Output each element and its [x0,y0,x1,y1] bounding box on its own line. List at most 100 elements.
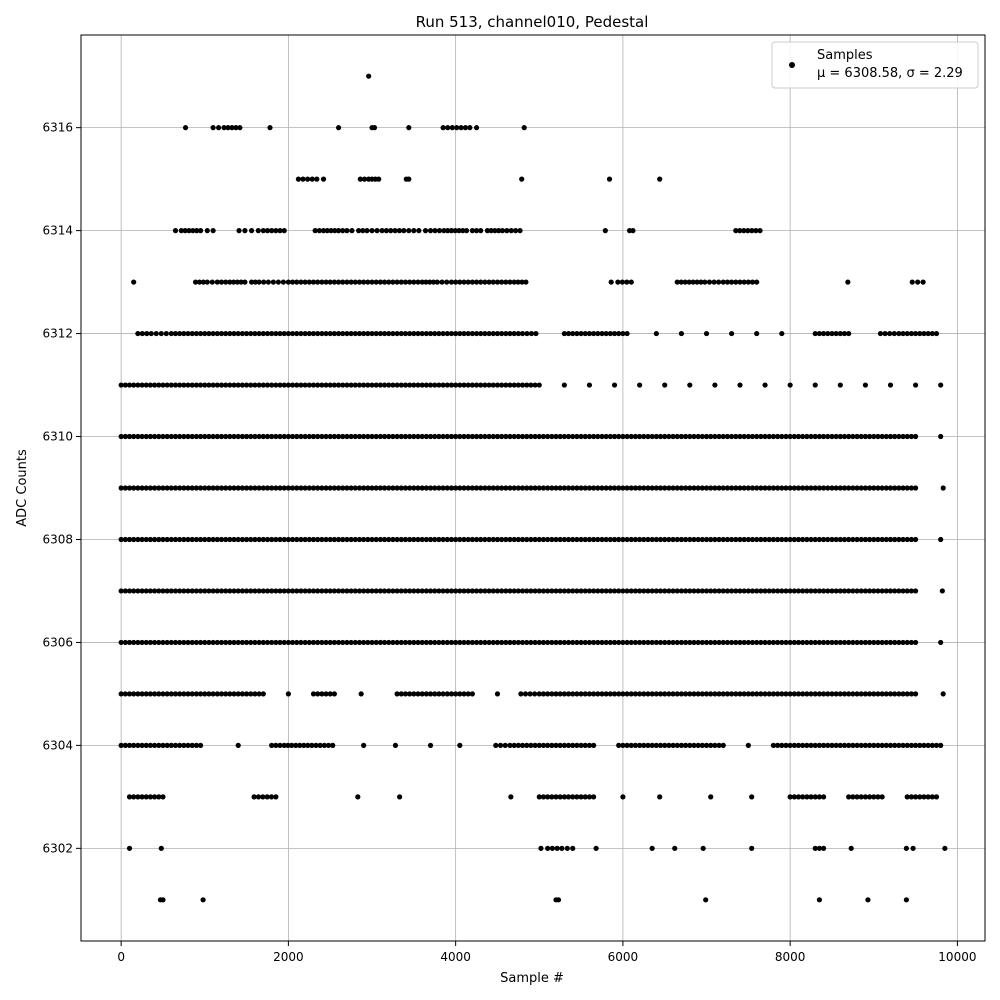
data-point [879,639,885,646]
data-point [561,382,567,388]
data-point [379,228,385,234]
data-point [595,536,601,543]
data-point [177,433,183,440]
data-point [674,485,680,491]
data-point [691,536,697,543]
data-point [812,691,818,697]
data-point [453,433,459,440]
data-point [352,639,358,646]
data-point [699,485,705,491]
data-point [574,485,580,491]
data-point [369,485,375,491]
data-point [335,536,342,543]
data-point [482,330,488,337]
data-point [900,485,906,491]
data-point [879,536,885,543]
data-point [574,536,580,543]
data-point [281,639,287,646]
data-point [804,691,810,697]
data-point [904,794,910,800]
data-point [264,794,270,800]
data-point [248,691,254,697]
data-point [779,639,785,646]
data-point [850,691,856,697]
data-point [628,485,634,491]
data-point [300,176,306,182]
data-point [783,485,789,491]
data-point [904,588,910,594]
data-point [323,279,329,285]
data-point [126,742,133,748]
data-point [808,639,814,646]
data-point [315,279,321,285]
data-point [641,588,647,594]
data-point [620,691,626,697]
data-point [177,536,183,543]
data-point [158,330,164,337]
data-point [432,330,438,337]
data-point [348,382,354,388]
data-point [189,433,195,440]
data-point [733,485,739,491]
data-point [846,588,852,594]
data-point [315,382,321,388]
data-point [724,279,731,285]
data-point [549,536,555,543]
data-point [331,330,337,337]
data-point [846,330,852,337]
data-point [185,485,191,491]
legend-marker [789,62,795,68]
data-point [586,330,593,337]
data-point [912,588,919,594]
data-point [540,485,547,491]
data-points [118,73,948,903]
data-point [708,794,714,800]
data-point [415,433,421,440]
data-point [499,228,506,234]
data-point [218,691,225,697]
data-point [749,845,755,851]
data-point [252,639,258,646]
data-point [775,691,781,697]
data-point [657,639,664,646]
data-point [469,536,475,543]
data-point [478,228,484,234]
data-point [331,536,337,543]
data-point [904,485,910,491]
data-point [151,794,158,800]
data-point [833,639,839,646]
data-point [398,433,404,440]
data-point [327,588,333,594]
data-point [729,330,735,337]
data-point [833,588,839,594]
data-point [561,691,567,697]
data-point [879,433,885,440]
data-point [273,742,279,748]
data-point [231,330,237,337]
data-point [285,382,291,388]
data-point [938,742,944,748]
data-point [248,279,255,285]
data-point [386,485,392,491]
data-point [344,433,350,440]
data-point [762,639,768,646]
data-point [502,742,508,748]
data-point [260,588,266,594]
data-point [160,382,166,388]
data-point [745,228,751,234]
data-point [369,382,375,388]
data-point [758,588,764,594]
data-point [394,639,400,646]
data-point [172,742,179,748]
data-point [398,485,404,491]
data-point [118,742,124,748]
data-point [871,485,877,491]
data-point [871,794,877,800]
data-point [938,382,944,388]
data-point [335,279,342,285]
data-point [712,536,718,543]
data-point [223,382,229,388]
data-point [202,382,208,388]
data-point [875,639,881,646]
data-point [494,433,501,440]
